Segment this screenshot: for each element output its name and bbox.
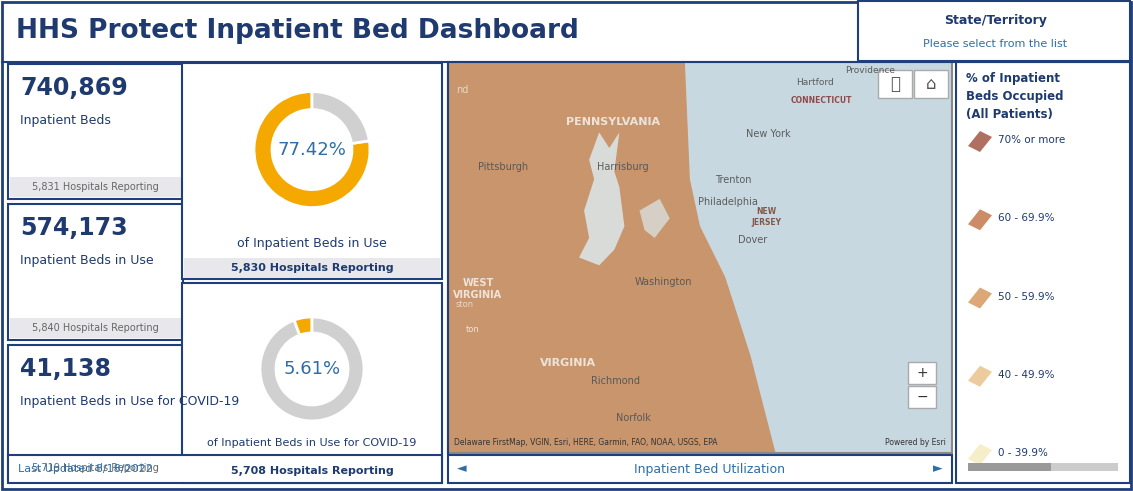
Text: 77.42%: 77.42% — [278, 140, 347, 159]
FancyBboxPatch shape — [10, 458, 181, 478]
Text: 5,719 Hospitals Reporting: 5,719 Hospitals Reporting — [32, 463, 159, 473]
Text: nd: nd — [455, 85, 468, 95]
Text: Providence: Providence — [845, 65, 895, 75]
Polygon shape — [579, 133, 624, 265]
FancyBboxPatch shape — [8, 64, 184, 199]
Polygon shape — [968, 444, 993, 465]
Text: New York: New York — [746, 129, 791, 139]
FancyBboxPatch shape — [968, 463, 1050, 471]
Text: Washington: Washington — [634, 277, 692, 287]
Text: ⌕: ⌕ — [891, 75, 900, 93]
Text: Philadelphia: Philadelphia — [698, 197, 758, 207]
Polygon shape — [968, 131, 993, 152]
Text: NEW
JERSEY: NEW JERSEY — [751, 207, 781, 227]
FancyBboxPatch shape — [908, 386, 936, 408]
FancyBboxPatch shape — [908, 362, 936, 384]
FancyBboxPatch shape — [914, 70, 948, 98]
Text: Please select from the list: Please select from the list — [923, 39, 1067, 49]
Text: % of Inpatient
Beds Occupied
(All Patients): % of Inpatient Beds Occupied (All Patien… — [966, 72, 1064, 121]
FancyBboxPatch shape — [8, 345, 184, 480]
Text: 5,708 Hospitals Reporting: 5,708 Hospitals Reporting — [231, 466, 393, 476]
Text: 70% or more: 70% or more — [998, 135, 1065, 145]
FancyBboxPatch shape — [858, 1, 1130, 61]
Text: WEST
VIRGINIA: WEST VIRGINIA — [453, 278, 503, 300]
Text: ⌂: ⌂ — [926, 75, 936, 93]
Text: of Inpatient Beds in Use: of Inpatient Beds in Use — [237, 237, 386, 250]
FancyBboxPatch shape — [8, 204, 184, 340]
Text: PENNSYLVANIA: PENNSYLVANIA — [566, 117, 661, 127]
Text: Pittsburgh: Pittsburgh — [478, 162, 528, 172]
Text: ►: ► — [934, 463, 943, 475]
FancyBboxPatch shape — [182, 283, 442, 483]
Text: Harrisburg: Harrisburg — [597, 162, 649, 172]
Text: Trenton: Trenton — [715, 175, 751, 185]
Wedge shape — [312, 91, 369, 143]
Text: CONNECTICUT: CONNECTICUT — [790, 96, 852, 105]
FancyBboxPatch shape — [8, 455, 442, 483]
Polygon shape — [968, 288, 993, 308]
Text: 740,869: 740,869 — [20, 76, 128, 100]
Text: Inpatient Bed Utilization: Inpatient Bed Utilization — [634, 463, 785, 475]
Polygon shape — [639, 199, 670, 238]
Text: Inpatient Beds: Inpatient Beds — [20, 114, 111, 127]
FancyBboxPatch shape — [956, 62, 1130, 483]
Text: HHS Protect Inpatient Bed Dashboard: HHS Protect Inpatient Bed Dashboard — [16, 18, 579, 44]
Polygon shape — [684, 62, 952, 453]
Text: Last Updated 8/18/2022: Last Updated 8/18/2022 — [18, 464, 153, 474]
Text: 40 - 49.9%: 40 - 49.9% — [998, 370, 1055, 380]
Text: ton: ton — [466, 325, 480, 334]
FancyBboxPatch shape — [10, 318, 181, 338]
FancyBboxPatch shape — [448, 62, 952, 453]
Text: Dover: Dover — [739, 235, 768, 245]
Text: Richmond: Richmond — [591, 376, 640, 386]
FancyBboxPatch shape — [184, 461, 440, 481]
Text: VIRGINIA: VIRGINIA — [540, 358, 596, 368]
Text: State/Territory: State/Territory — [944, 13, 1047, 27]
Polygon shape — [968, 209, 993, 230]
Text: Delaware FirstMap, VGIN, Esri, HERE, Garmin, FAO, NOAA, USGS, EPA: Delaware FirstMap, VGIN, Esri, HERE, Gar… — [454, 438, 717, 447]
FancyBboxPatch shape — [968, 463, 1118, 471]
FancyBboxPatch shape — [10, 177, 181, 197]
FancyBboxPatch shape — [878, 70, 912, 98]
Text: ◄: ◄ — [458, 463, 467, 475]
Text: 574,173: 574,173 — [20, 217, 128, 240]
Text: 50 - 59.9%: 50 - 59.9% — [998, 292, 1055, 301]
Text: Hartford: Hartford — [796, 78, 834, 86]
Text: Norfolk: Norfolk — [615, 413, 650, 423]
Text: Powered by Esri: Powered by Esri — [885, 438, 946, 447]
Wedge shape — [259, 317, 364, 421]
Text: 41,138: 41,138 — [20, 356, 111, 381]
Text: ston: ston — [455, 300, 474, 309]
FancyBboxPatch shape — [448, 455, 952, 483]
Wedge shape — [295, 317, 312, 335]
Text: 0 - 39.9%: 0 - 39.9% — [998, 448, 1048, 458]
Text: 5,830 Hospitals Reporting: 5,830 Hospitals Reporting — [231, 263, 393, 273]
Wedge shape — [254, 91, 370, 208]
Polygon shape — [968, 366, 993, 387]
Text: 60 - 69.9%: 60 - 69.9% — [998, 213, 1055, 223]
Text: +: + — [917, 366, 928, 380]
Text: of Inpatient Beds in Use for COVID-19: of Inpatient Beds in Use for COVID-19 — [207, 438, 417, 448]
Text: Inpatient Beds in Use for COVID-19: Inpatient Beds in Use for COVID-19 — [20, 395, 239, 408]
FancyBboxPatch shape — [184, 258, 440, 278]
Text: 5.61%: 5.61% — [283, 360, 341, 378]
Text: 5,831 Hospitals Reporting: 5,831 Hospitals Reporting — [32, 182, 159, 192]
Text: 5,840 Hospitals Reporting: 5,840 Hospitals Reporting — [32, 323, 159, 333]
Text: Inpatient Beds in Use: Inpatient Beds in Use — [20, 254, 154, 267]
FancyBboxPatch shape — [182, 63, 442, 279]
Text: −: − — [917, 390, 928, 404]
